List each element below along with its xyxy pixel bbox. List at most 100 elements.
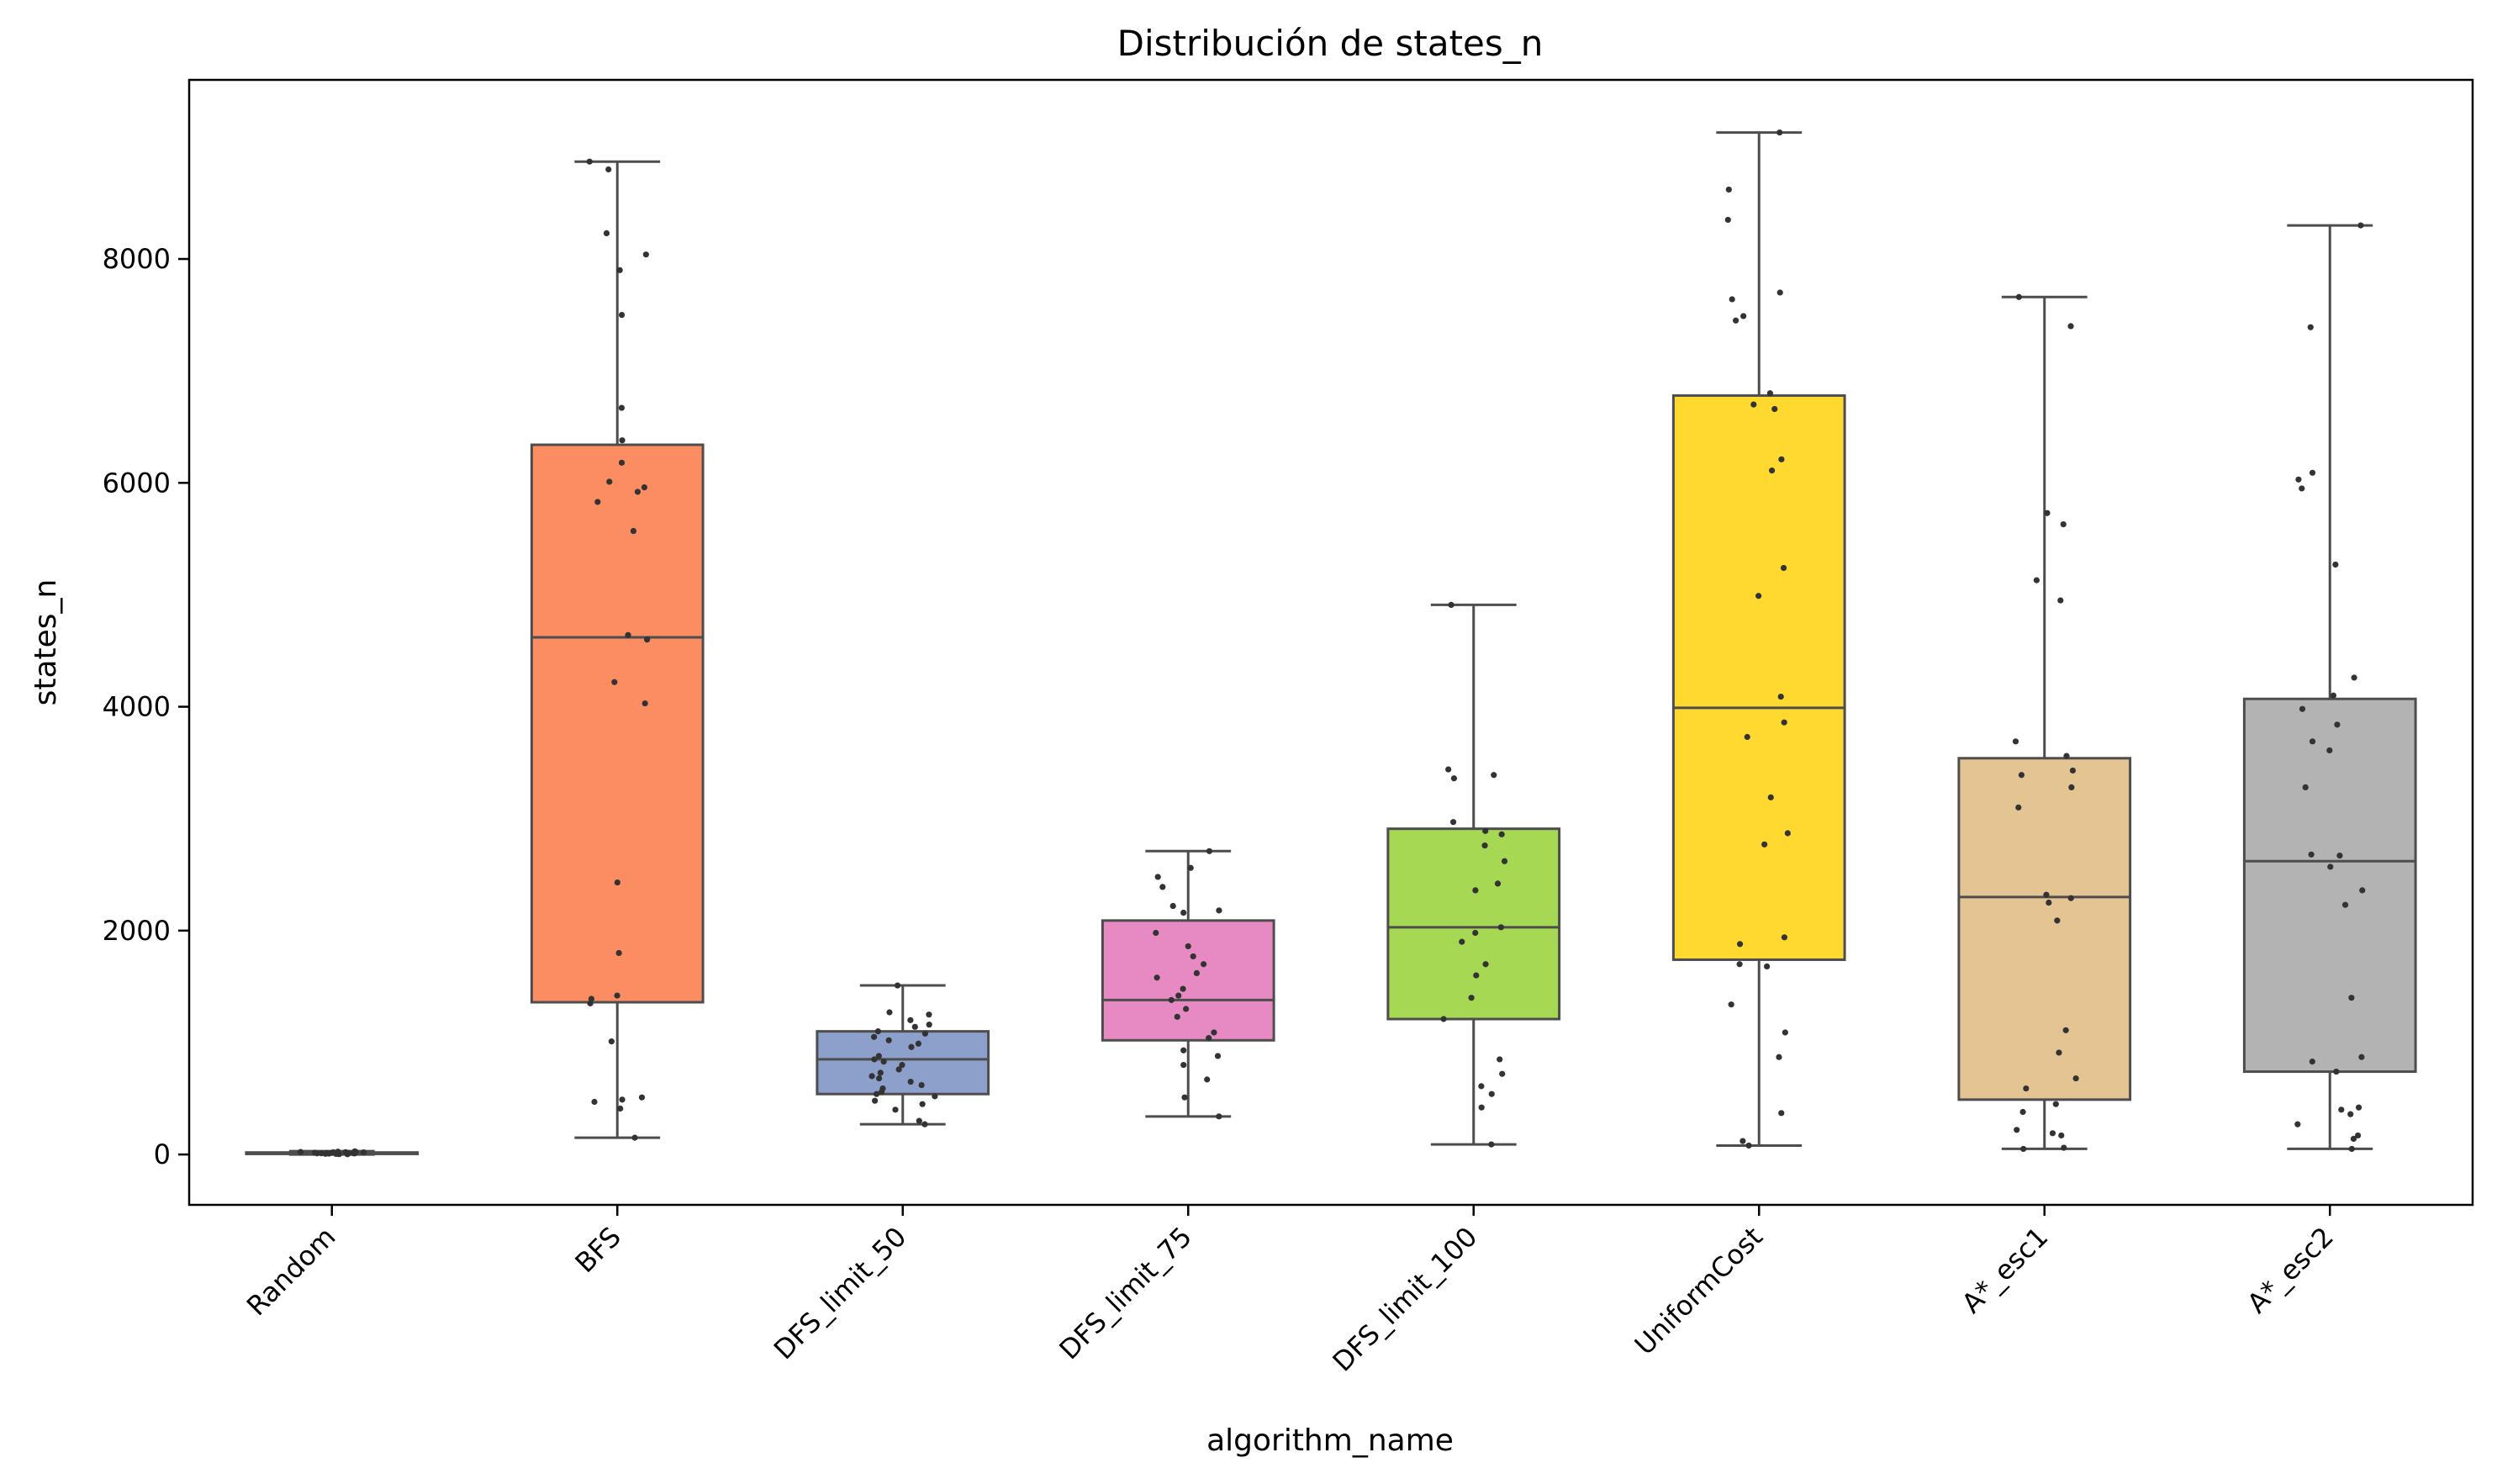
data-point-a-esc2 (2309, 1058, 2315, 1065)
data-point-dfs-limit-100 (1482, 961, 1489, 968)
data-point-dfs-limit-100 (1482, 827, 1489, 834)
data-point-a-esc2 (2299, 485, 2305, 492)
data-point-dfs-limit-50 (908, 1043, 915, 1050)
data-point-dfs-limit-75 (1154, 874, 1161, 880)
x-tick-label: Random (240, 1221, 342, 1323)
data-point-bfs (630, 527, 637, 535)
data-point-bfs (634, 489, 641, 495)
data-point-dfs-limit-50 (875, 1053, 882, 1059)
data-point-bfs (619, 1096, 626, 1103)
data-point-a-esc2 (2330, 692, 2337, 699)
data-point-dfs-limit-100 (1499, 1070, 1506, 1077)
x-tick-label: DFS_limit_75 (1053, 1221, 1197, 1365)
data-point-a-esc2 (2348, 995, 2355, 1001)
data-point-dfs-limit-75 (1153, 974, 1160, 981)
data-point-a-esc2 (2326, 747, 2333, 754)
data-point-uniformcost (1781, 719, 1787, 726)
data-point-a-esc1 (2014, 1127, 2020, 1133)
data-point-dfs-limit-50 (919, 1101, 926, 1107)
box-uniformcost (1671, 393, 1846, 961)
y-tick-label: 8000 (103, 243, 171, 275)
data-point-bfs (618, 311, 626, 319)
data-point-a-esc1 (2043, 891, 2050, 898)
data-point-a-esc2 (2327, 863, 2334, 870)
data-point-a-esc2 (2307, 324, 2314, 330)
data-point-a-esc2 (2332, 561, 2339, 568)
data-point-a-esc1 (2015, 804, 2022, 811)
data-point-uniformcost (1745, 1142, 1752, 1149)
x-tick-label: BFS (569, 1221, 627, 1279)
data-point-a-esc2 (2341, 901, 2349, 908)
data-point-dfs-limit-75 (1201, 961, 1207, 968)
data-point-dfs-limit-50 (880, 1058, 887, 1065)
data-point-a-esc2 (2338, 1106, 2345, 1113)
data-point-a-esc1 (2044, 510, 2051, 516)
y-tick-label: 6000 (103, 467, 171, 499)
data-point-dfs-limit-100 (1478, 1083, 1485, 1090)
data-point-uniformcost (1776, 289, 1783, 296)
data-point-dfs-limit-75 (1168, 996, 1175, 1003)
data-point-dfs-limit-50 (926, 1022, 932, 1028)
data-point-bfs (641, 700, 648, 707)
data-point-dfs-limit-50 (886, 1009, 893, 1016)
data-point-dfs-limit-50 (879, 1088, 885, 1096)
data-point-bfs (616, 267, 623, 273)
data-point-dfs-limit-75 (1175, 992, 1182, 999)
data-point-a-esc2 (2294, 1121, 2301, 1128)
data-point-dfs-limit-75 (1180, 1047, 1187, 1054)
data-point-a-esc1 (2023, 1085, 2030, 1092)
data-point-uniformcost (1767, 794, 1774, 800)
data-point-bfs (594, 499, 601, 505)
data-point-a-esc1 (2054, 917, 2061, 924)
data-point-dfs-limit-50 (918, 1081, 925, 1089)
box-a-esc2 (2242, 697, 2417, 1074)
data-point-uniformcost (1780, 564, 1787, 572)
x-tick-label: UniformCost (1629, 1221, 1769, 1361)
data-point-bfs (586, 158, 593, 165)
data-point-bfs (644, 636, 651, 643)
data-point-a-esc1 (2068, 784, 2075, 791)
data-point-dfs-limit-50 (926, 1011, 932, 1018)
data-point-a-esc1 (2061, 1144, 2067, 1151)
data-point-dfs-limit-50 (899, 1061, 905, 1069)
data-point-a-esc2 (2309, 469, 2316, 476)
data-point-bfs (617, 1105, 624, 1112)
data-point-dfs-limit-50 (907, 1078, 914, 1085)
data-point-uniformcost (1778, 1110, 1785, 1117)
data-point-a-esc2 (2308, 851, 2315, 858)
data-point-dfs-limit-75 (1193, 969, 1201, 977)
data-point-uniformcost (1736, 941, 1744, 948)
data-point-dfs-limit-100 (1497, 924, 1504, 931)
data-point-uniformcost (1739, 1138, 1746, 1144)
data-point-dfs-limit-100 (1448, 601, 1454, 609)
data-point-bfs (625, 631, 631, 638)
data-point-dfs-limit-75 (1214, 1053, 1222, 1059)
data-point-dfs-limit-75 (1181, 1094, 1188, 1101)
data-point-dfs-limit-50 (877, 1069, 884, 1076)
data-point-bfs (614, 992, 620, 999)
data-point-a-esc2 (2333, 1068, 2340, 1075)
data-point-dfs-limit-75 (1206, 848, 1213, 854)
data-point-dfs-limit-100 (1472, 929, 1479, 937)
data-point-a-esc1 (2015, 293, 2022, 300)
data-point-uniformcost (1776, 129, 1783, 136)
x-tick-label: A*_esc1 (1956, 1221, 2055, 1320)
data-point-dfs-limit-50 (872, 1097, 879, 1104)
data-point-random (342, 1149, 349, 1155)
data-point-dfs-limit-50 (871, 1033, 878, 1040)
data-point-a-esc2 (2295, 476, 2302, 483)
data-point-dfs-limit-100 (1501, 858, 1508, 864)
data-point-bfs (587, 1000, 594, 1006)
data-point-a-esc2 (2299, 705, 2306, 712)
data-point-bfs (615, 949, 622, 957)
data-point-dfs-limit-100 (1459, 938, 1465, 945)
data-point-a-esc1 (2072, 1075, 2079, 1082)
data-point-a-esc1 (2060, 520, 2067, 528)
data-point-dfs-limit-50 (921, 1030, 929, 1037)
data-point-uniformcost (1777, 693, 1784, 700)
plot-frame (187, 78, 2474, 1207)
data-point-bfs (611, 679, 618, 685)
data-point-dfs-limit-75 (1206, 1035, 1212, 1042)
data-point-dfs-limit-75 (1180, 1061, 1187, 1069)
data-point-a-esc2 (2355, 1104, 2362, 1111)
